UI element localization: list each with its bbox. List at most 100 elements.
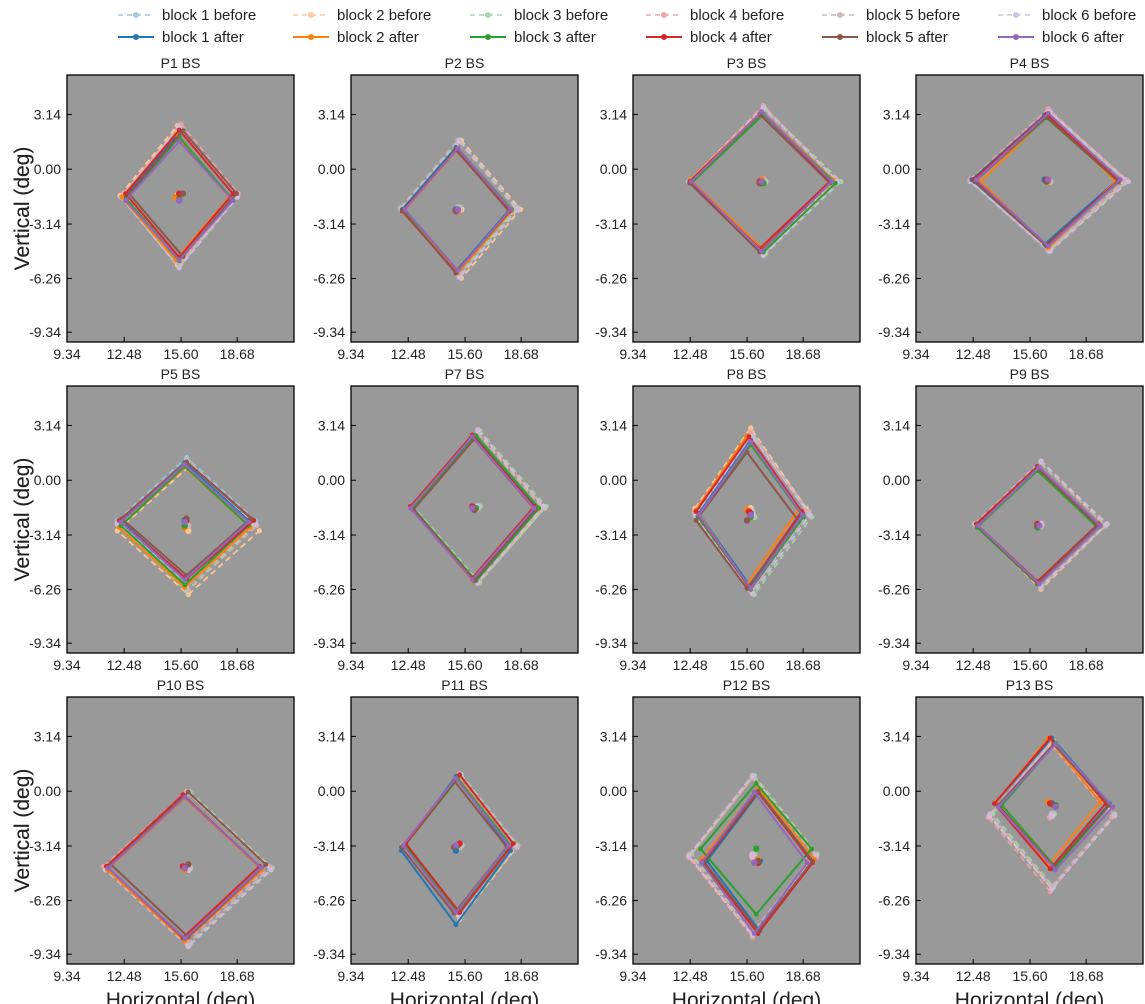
after-center-5 [1052,803,1059,811]
y-tick-label: -9.34 [313,635,345,651]
x-tick-label: 9.34 [619,968,646,984]
after-vertex-1-2 [1097,799,1103,805]
legend-marker-2 [485,12,491,18]
y-tick-label: -3.14 [313,527,345,543]
x-tick-label: 12.48 [673,657,708,673]
y-tick-label: -3.14 [595,838,627,854]
before-vertex-5-2 [807,512,813,518]
y-tick-label: 3.14 [883,106,910,122]
x-tick-label: 9.34 [53,657,80,673]
plot-frame [350,696,579,965]
legend-label-3: block 4 before [690,7,784,24]
x-tick-label: 12.48 [107,968,142,984]
legend-marker-8 [485,34,491,40]
x-tick-label: 15.60 [448,968,483,984]
panel-9: 9.34 12.48 15.60 18.68 3.14 0.00 -3.14 -6.26 -9.… [313,677,579,1004]
x-tick-label: 18.68 [786,968,821,984]
y-tick-label: -6.26 [29,892,61,908]
after-vertex-5-3 [751,931,757,936]
y-tick-label: 0.00 [34,783,61,799]
plot-area [67,75,294,342]
after-vertex-5-1 [453,775,459,781]
after-vertex-3-1 [457,772,462,778]
x-tick-label: 15.60 [1013,657,1048,673]
after-vertex-3-3 [1047,866,1053,872]
x-tick-label: 12.48 [391,346,426,362]
legend-label-8: block 3 after [514,29,596,46]
after-vertex-5-1 [759,109,764,114]
x-tick-label: 18.68 [504,346,539,362]
after-vertex-5-2 [230,198,236,204]
before-vertex-5-3 [1049,886,1055,892]
legend-marker-0 [133,12,139,18]
plot-area [67,386,294,653]
after-center-5 [181,518,188,526]
x-tick-label: 12.48 [673,346,708,362]
plot-frame [915,385,1144,654]
after-vertex-5-1 [1053,741,1058,747]
y-tick-label: 0.00 [883,472,910,488]
y-tick-label: 0.00 [318,783,345,799]
y-tick-label: -9.34 [313,946,345,962]
after-center-2 [753,845,760,852]
after-vertex-5-2 [800,512,805,518]
legend-label-10: block 5 after [866,29,948,46]
after-vertex-4-1 [755,788,761,794]
panel-title: P2 BS [445,55,485,71]
y-tick-label: -6.26 [595,270,627,286]
after-vertex-5-0 [408,505,413,511]
after-center-5 [176,197,183,204]
panels-grid: 9.34 12.48 15.60 18.68 3.14 0.00 -3.14 -6.26 -9.… [11,55,1144,1004]
before-vertex-1-1 [748,425,754,431]
panel-title: P10 BS [157,677,204,693]
plot-area [351,697,578,964]
after-vertex-5-0 [123,198,128,204]
after-vertex-2-0 [698,846,703,852]
y-tick-label: -9.34 [29,946,61,962]
y-axis-label: Vertical (deg) [11,147,34,271]
after-center-5 [751,859,758,866]
after-vertex-5-2 [258,865,264,871]
after-vertex-5-1 [1045,111,1051,116]
plot-area [916,386,1143,653]
before-series-0 [116,456,257,585]
y-axis-label: Vertical (deg) [11,458,34,582]
panel-title: P7 BS [445,366,485,382]
after-vertex-5-3 [1045,243,1051,249]
before-vertex-5-1 [760,104,767,110]
panel-0: 9.34 12.48 15.60 18.68 3.14 0.00 -3.14 -6.26 -9.… [11,55,295,362]
panel-11: 9.34 12.48 15.60 18.68 3.14 0.00 -3.14 -6.26 -9.… [878,677,1144,1004]
after-vertex-3-2 [510,841,516,846]
before-vertex-5-1 [749,773,756,780]
x-tick-label: 9.34 [902,968,929,984]
after-vertex-5-0 [973,177,979,183]
x-tick-label: 12.48 [107,346,142,362]
after-center-5 [747,511,754,519]
plot-frame [632,696,861,965]
before-vertex-5-2 [1125,178,1131,185]
x-tick-label: 12.48 [956,657,991,673]
legend-marker-9 [661,34,667,40]
plot-frame [66,696,295,965]
y-tick-label: -6.26 [313,270,345,286]
y-tick-label: -3.14 [29,527,61,543]
plot-area [351,386,578,653]
x-tick-label: 18.68 [786,346,821,362]
legend-label-7: block 2 after [337,29,419,46]
y-tick-label: 3.14 [34,728,61,744]
x-tick-label: 12.48 [107,657,142,673]
after-center-4 [179,190,187,197]
panel-6: 9.34 12.48 15.60 18.68 3.14 0.00 -3.14 -6.26 -9.… [11,366,861,673]
after-vertex-5-2 [1110,804,1116,810]
y-tick-label: -6.26 [29,581,61,597]
after-vertex-5-0 [975,523,981,528]
after-vertex-5-2 [246,519,251,525]
y-tick-label: 3.14 [883,417,910,433]
after-vertex-5-1 [748,439,754,445]
plot-frame [632,385,861,654]
y-axis-label: Vertical (deg) [11,458,34,582]
y-tick-label: -6.26 [595,581,627,597]
y-tick-label: -6.26 [595,892,627,908]
panel-4: 9.34 12.48 15.60 18.68 3.14 0.00 -3.14 -6.26 -9.… [11,366,295,673]
plot-area [916,75,1143,342]
